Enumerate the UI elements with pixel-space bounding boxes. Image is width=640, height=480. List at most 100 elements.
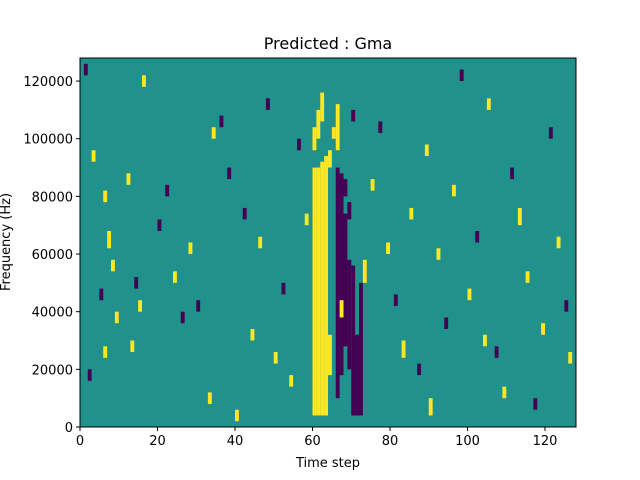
heatmap-cell <box>331 127 336 139</box>
heatmap-cell <box>564 300 569 312</box>
heatmap-cell <box>548 127 553 139</box>
heatmap-cell <box>362 259 367 283</box>
heatmap-cell <box>103 346 108 358</box>
heatmap-cell <box>436 248 441 260</box>
heatmap-cell <box>211 127 216 139</box>
heatmap-cell <box>510 167 515 180</box>
heatmap-cell <box>494 346 499 358</box>
heatmap-cell <box>114 311 119 324</box>
heatmap-cell <box>173 271 177 283</box>
x-tick-label: 0 <box>76 434 84 449</box>
heatmap-cell <box>227 167 232 180</box>
heatmap-cell <box>335 167 340 399</box>
heatmap-cell <box>242 207 247 220</box>
heatmap-cell <box>424 144 429 157</box>
y-tick-label: 40000 <box>32 306 73 321</box>
heatmap-cell <box>517 207 522 226</box>
heatmap-cell <box>289 375 294 387</box>
heatmap-cell <box>351 265 356 416</box>
heatmap-cell <box>196 300 201 312</box>
heatmap-cell <box>378 121 383 133</box>
y-tick-label: 120000 <box>23 75 73 90</box>
heatmap-cell <box>250 328 255 341</box>
x-tick-label: 40 <box>227 434 244 449</box>
heatmap-cell <box>320 92 325 122</box>
plot-area <box>79 57 577 428</box>
heatmap-cell <box>533 398 538 410</box>
heatmap-cell <box>339 173 344 376</box>
heatmap-cell <box>568 352 573 364</box>
y-tick-label: 0 <box>65 421 73 436</box>
heatmap-cell <box>335 104 340 151</box>
heatmap-cell <box>281 282 286 295</box>
x-axis-label: Time step <box>295 456 360 471</box>
heatmap-cell <box>386 242 391 255</box>
heatmap-cell <box>107 230 112 249</box>
heatmap-cell <box>401 340 406 358</box>
heatmap-cell <box>180 311 185 324</box>
x-tick-label: 120 <box>533 434 558 449</box>
heatmap-cell <box>103 190 108 203</box>
heatmap-cell <box>475 230 480 243</box>
heatmap-cell <box>483 334 487 347</box>
y-axis: 0 20000 40000 60000 80000 100000 120000 <box>23 75 80 436</box>
heatmap-cell <box>343 179 348 197</box>
heatmap-cell <box>304 213 309 226</box>
heatmap-cell <box>273 352 278 364</box>
heatmap-cell <box>320 161 325 416</box>
heatmap-cell <box>467 288 472 301</box>
heatmap-cells <box>83 63 573 422</box>
plot-frame <box>79 57 577 428</box>
heatmap-cell <box>312 167 317 416</box>
heatmap-cell <box>111 259 115 272</box>
heatmap-cell <box>339 300 344 318</box>
heatmap-cell <box>393 294 398 306</box>
heatmap-cell <box>83 63 88 76</box>
x-tick-label: 80 <box>382 434 399 449</box>
heatmap-cell <box>541 323 546 335</box>
heatmap-cell <box>343 213 348 347</box>
heatmap-cell <box>258 236 263 249</box>
x-tick-label: 60 <box>304 434 321 449</box>
heatmap-cell <box>157 219 162 231</box>
heatmap-cell <box>355 334 360 416</box>
heatmap-cell <box>297 138 301 151</box>
heatmap-cell <box>417 363 422 376</box>
chart-title: Predicted : Gma <box>264 34 392 53</box>
heatmap-cell <box>87 369 92 381</box>
heatmap-cell <box>235 409 239 422</box>
heatmap-cell <box>207 392 212 404</box>
heatmap-cell <box>328 334 332 376</box>
heatmap-cell <box>347 202 352 220</box>
heatmap-cell <box>359 282 363 416</box>
heatmap-cell <box>165 184 170 197</box>
heatmap-cell <box>126 173 131 185</box>
heatmap-cell <box>502 386 507 399</box>
heatmap-cell <box>188 242 193 255</box>
heatmap-cell <box>312 127 317 151</box>
heatmap-cell <box>99 288 104 301</box>
y-tick-label: 60000 <box>32 248 73 263</box>
heatmap-cell <box>316 109 321 139</box>
heatmap-cell <box>459 69 464 82</box>
y-tick-label: 20000 <box>32 363 73 378</box>
heatmap-cell <box>347 259 352 370</box>
heatmap-cell <box>130 340 135 353</box>
heatmap-cell <box>486 98 491 110</box>
x-axis: 0 20 40 60 80 100 120 <box>76 427 558 449</box>
heatmap-cell <box>525 271 530 283</box>
x-tick-label: 20 <box>149 434 166 449</box>
heatmap-cell <box>219 115 224 128</box>
y-axis-label: Frequency (Hz) <box>0 193 14 291</box>
heatmap-cell <box>370 179 375 191</box>
heatmap-cell <box>266 98 270 110</box>
heatmap-cell <box>351 109 356 122</box>
y-tick-label: 100000 <box>23 133 73 148</box>
heatmap-cell <box>142 75 146 87</box>
heatmap-cell <box>316 167 321 416</box>
heatmap-cell <box>328 150 332 168</box>
heatmap-cell <box>556 236 561 249</box>
heatmap-cell <box>324 156 329 416</box>
heatmap-cell <box>409 207 414 220</box>
